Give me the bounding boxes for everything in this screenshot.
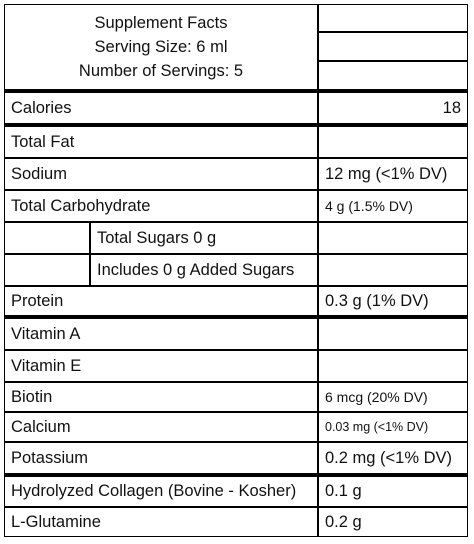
row-value-cell: 6 mcg (20% DV) bbox=[318, 382, 468, 412]
row-label-hydrolyzed-collagen: Hydrolyzed Collagen (Bovine - Kosher) bbox=[11, 482, 297, 500]
row-value-biotin: 6 mcg (20% DV) bbox=[325, 389, 428, 405]
row-label-cell: Includes 0 g Added Sugars bbox=[90, 254, 318, 286]
row-label-total-fat: Total Fat bbox=[11, 132, 75, 151]
row-label-cell: Vitamin E bbox=[4, 350, 318, 382]
row-label-cell: Hydrolyzed Collagen (Bovine - Kosher) bbox=[4, 474, 318, 507]
row-label-calcium: Calcium bbox=[11, 417, 71, 436]
row-label-sodium: Sodium bbox=[11, 164, 67, 183]
row-label-protein: Protein bbox=[11, 291, 64, 310]
row-value-protein: 0.3 g (1% DV) bbox=[325, 291, 429, 310]
row-value-cell bbox=[318, 254, 468, 286]
header-blank-cell-3 bbox=[318, 61, 468, 90]
indent-spacer-cell bbox=[4, 222, 90, 254]
row-label-cell: L-Glutamine bbox=[4, 507, 318, 537]
row-value-cell: 0.03 mg (<1% DV) bbox=[318, 412, 468, 442]
serving-size: Serving Size: 6 ml bbox=[94, 38, 228, 56]
supplement-facts-table: Supplement Facts Serving Size: 6 ml Numb… bbox=[4, 4, 468, 537]
row-label-cell: Vitamin A bbox=[4, 316, 318, 350]
header-blank-cell-2 bbox=[318, 32, 468, 61]
row-label-l-glutamine: L-Glutamine bbox=[11, 512, 101, 531]
row-value-cell: 4 g (1.5% DV) bbox=[318, 190, 468, 222]
row-label-cell: Potassium bbox=[4, 442, 318, 474]
row-value-cell: 12 mg (<1% DV) bbox=[318, 158, 468, 190]
row-value-cell bbox=[318, 350, 468, 382]
number-of-servings: Number of Servings: 5 bbox=[78, 62, 244, 80]
calories-value: 18 bbox=[442, 98, 461, 117]
row-label-total-sugars: Total Sugars 0 g bbox=[97, 228, 217, 247]
row-label-vitamin-e: Vitamin E bbox=[11, 356, 82, 375]
row-value-potassium: 0.2 mg (<1% DV) bbox=[325, 448, 453, 467]
row-value-calcium: 0.03 mg (<1% DV) bbox=[325, 420, 429, 434]
row-label-added-sugars: Includes 0 g Added Sugars bbox=[97, 260, 295, 279]
header-blank-cell-1 bbox=[318, 4, 468, 32]
row-label-total-carbohydrate: Total Carbohydrate bbox=[11, 196, 151, 215]
row-label-cell: Biotin bbox=[4, 382, 318, 412]
row-label-cell: Total Fat bbox=[4, 124, 318, 158]
row-label-cell: Total Carbohydrate bbox=[4, 190, 318, 222]
header-title: Supplement Facts bbox=[94, 14, 228, 32]
indent-spacer-cell bbox=[4, 254, 90, 286]
row-label-cell: Total Sugars 0 g bbox=[90, 222, 318, 254]
row-value-cell: 0.3 g (1% DV) bbox=[318, 286, 468, 316]
calories-label: Calories bbox=[11, 98, 72, 117]
row-value-cell bbox=[318, 124, 468, 158]
row-value-cell bbox=[318, 316, 468, 350]
row-value-cell bbox=[318, 222, 468, 254]
calories-value-cell: 18 bbox=[318, 90, 468, 124]
row-label-cell: Calcium bbox=[4, 412, 318, 442]
row-value-l-glutamine: 0.2 g bbox=[325, 512, 362, 531]
row-label-cell: Protein bbox=[4, 286, 318, 316]
row-label-vitamin-a: Vitamin A bbox=[11, 324, 81, 343]
row-value-cell: 0.1 g bbox=[318, 474, 468, 507]
row-value-cell: 0.2 mg (<1% DV) bbox=[318, 442, 468, 474]
row-label-potassium: Potassium bbox=[11, 448, 89, 467]
calories-label-cell: Calories bbox=[4, 90, 318, 124]
supplement-facts-header: Supplement Facts Serving Size: 6 ml Numb… bbox=[4, 4, 318, 90]
row-value-hydrolyzed-collagen: 0.1 g bbox=[325, 482, 362, 500]
row-value-total-carbohydrate: 4 g (1.5% DV) bbox=[325, 198, 413, 214]
row-label-cell: Sodium bbox=[4, 158, 318, 190]
row-label-biotin: Biotin bbox=[11, 387, 53, 406]
row-value-sodium: 12 mg (<1% DV) bbox=[325, 164, 448, 183]
row-value-cell: 0.2 g bbox=[318, 507, 468, 537]
